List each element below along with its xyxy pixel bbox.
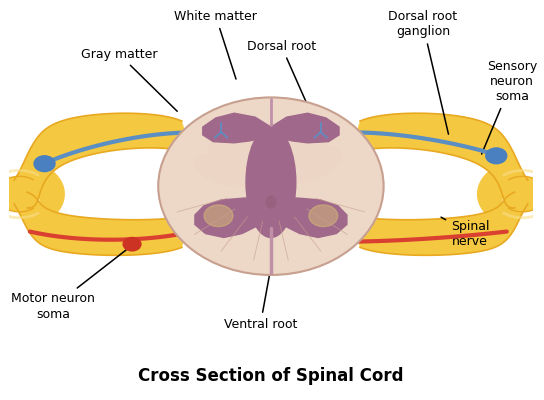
Ellipse shape	[158, 98, 384, 275]
Circle shape	[264, 236, 282, 249]
Polygon shape	[271, 198, 347, 238]
Text: White matter: White matter	[175, 10, 257, 79]
Polygon shape	[271, 113, 339, 143]
Polygon shape	[195, 198, 271, 238]
Text: Dorsal root
ganglion: Dorsal root ganglion	[388, 10, 458, 134]
Ellipse shape	[228, 128, 272, 176]
Ellipse shape	[282, 146, 342, 183]
Polygon shape	[477, 166, 544, 222]
Text: Cross Section of Spinal Cord: Cross Section of Spinal Cord	[138, 366, 404, 384]
Circle shape	[123, 238, 141, 251]
Circle shape	[486, 148, 507, 164]
Text: Motor neuron
soma: Motor neuron soma	[11, 247, 130, 320]
Text: Dorsal root: Dorsal root	[247, 40, 316, 103]
Text: Spinal
nerve: Spinal nerve	[441, 217, 489, 248]
Polygon shape	[203, 113, 271, 143]
Ellipse shape	[266, 196, 276, 208]
Text: Ventral root: Ventral root	[224, 270, 297, 331]
Circle shape	[34, 156, 55, 172]
Ellipse shape	[309, 205, 338, 227]
Polygon shape	[14, 113, 193, 208]
Ellipse shape	[264, 125, 304, 175]
Ellipse shape	[246, 127, 296, 238]
Text: Gray matter: Gray matter	[81, 48, 177, 111]
Ellipse shape	[248, 123, 285, 174]
Polygon shape	[0, 166, 65, 222]
Ellipse shape	[208, 139, 263, 180]
Ellipse shape	[194, 154, 258, 187]
Polygon shape	[350, 113, 528, 208]
Polygon shape	[14, 192, 193, 255]
Ellipse shape	[204, 205, 233, 227]
Ellipse shape	[275, 133, 324, 178]
Polygon shape	[350, 192, 528, 255]
Text: Sensory
neuron
soma: Sensory neuron soma	[481, 60, 537, 154]
